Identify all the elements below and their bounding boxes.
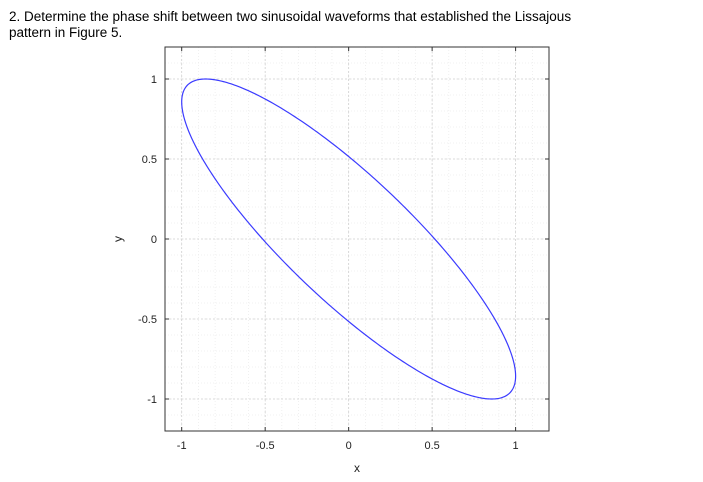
question-line-1: 2. Determine the phase shift between two… bbox=[9, 9, 572, 24]
y-tick-label: -0.5 bbox=[138, 314, 157, 326]
question-text: 2. Determine the phase shift between two… bbox=[9, 9, 689, 41]
x-axis-label: x bbox=[354, 461, 360, 475]
y-tick-label: 0.5 bbox=[142, 154, 157, 166]
x-tick-label: 0 bbox=[346, 440, 352, 452]
y-axis-label: y bbox=[111, 236, 125, 242]
x-tick-label: 1 bbox=[513, 440, 519, 452]
y-tick-label: 0 bbox=[151, 234, 157, 246]
x-tick-label: -1 bbox=[177, 440, 187, 452]
lissajous-curve bbox=[181, 78, 517, 400]
y-tick-label: 1 bbox=[151, 74, 157, 86]
x-tick-label: -0.5 bbox=[256, 440, 275, 452]
axis-ticks: -1 -0.5 0 0.5 1 -1 -0.5 0 0.5 1 bbox=[138, 47, 549, 452]
y-tick-label: -1 bbox=[147, 394, 157, 406]
x-tick-label: 0.5 bbox=[424, 440, 439, 452]
question-line-2: pattern in Figure 5. bbox=[9, 25, 123, 40]
